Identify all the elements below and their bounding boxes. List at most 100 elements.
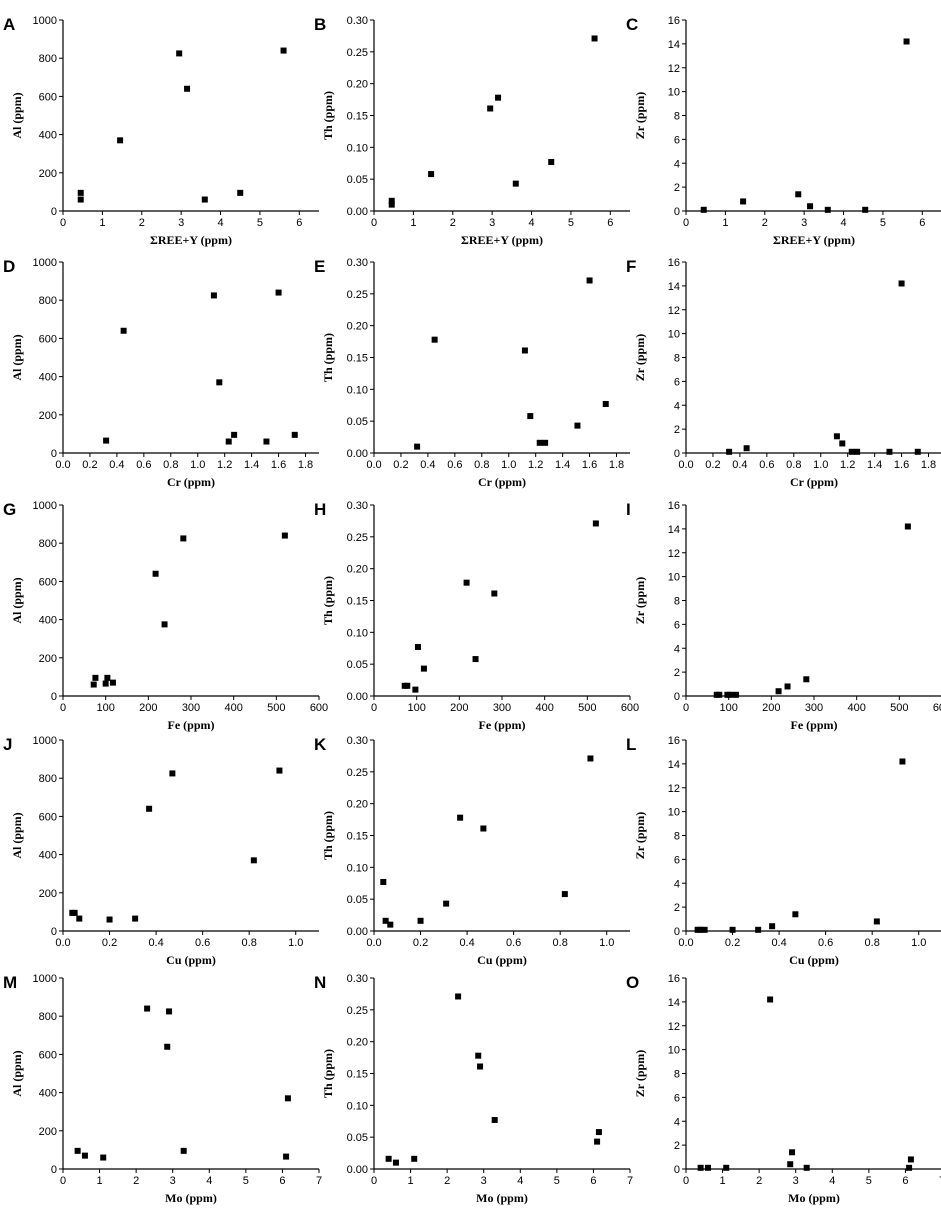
x-tick-label: 1.0 [599, 937, 614, 949]
y-tick-label: 0.15 [347, 831, 368, 843]
x-tick-label: 1.8 [298, 459, 313, 471]
y-tick-label: 6 [674, 376, 680, 388]
x-tick-label: 1.2 [528, 459, 543, 471]
x-tick-label: 0.8 [474, 459, 489, 471]
y-tick-label: 0.30 [347, 257, 368, 269]
data-point [696, 926, 703, 933]
x-tick-label: 600 [621, 702, 639, 714]
x-tick-label: 3 [801, 217, 807, 229]
data-point [146, 805, 153, 812]
y-tick-label: 2 [674, 667, 680, 679]
data-point [102, 680, 109, 687]
x-tick-label: 0 [371, 217, 377, 229]
data-point [388, 197, 395, 204]
x-tick-label: 1 [97, 1175, 103, 1187]
panel-g: G 0 100 200 300 400 500 600 0 200 400 600 800 1000 Fe … [3, 500, 328, 732]
data-point [487, 105, 494, 112]
x-tick-label: 0.4 [459, 937, 474, 949]
y-tick-label: 0 [51, 1164, 57, 1176]
x-tick-label: 1 [99, 217, 105, 229]
x-tick-label: 0.0 [55, 937, 70, 949]
y-tick-label: 0.20 [347, 79, 368, 91]
y-tick-label: 0 [674, 206, 680, 218]
x-tick-label: 0 [60, 217, 66, 229]
x-axis-title: Fe (ppm) [479, 718, 526, 732]
y-tick-label: 600 [39, 811, 57, 823]
y-tick-label: 0.10 [347, 627, 368, 639]
data-point [280, 47, 287, 54]
x-tick-label: 1.0 [288, 937, 303, 949]
data-point [74, 1147, 81, 1154]
panel-h: H 0 100 200 300 400 500 600 0.00 0.05 0.10 0.15 0.20… [314, 500, 639, 732]
y-tick-label: 0.05 [347, 659, 368, 671]
x-tick-label: 100 [407, 702, 425, 714]
x-tick-label: 0 [683, 217, 689, 229]
data-point [904, 523, 911, 530]
data-point [898, 280, 905, 287]
y-tick-label: 400 [39, 130, 57, 142]
x-tick-label: 1.0 [190, 459, 205, 471]
panel-letter-a: A [3, 15, 15, 34]
panel-letter-j: J [3, 735, 12, 754]
data-point [385, 1155, 392, 1162]
panel-letter-h: H [314, 500, 326, 519]
x-tick-label: 6 [279, 1175, 285, 1187]
x-tick-label: 0.4 [148, 937, 163, 949]
y-tick-label: 10 [668, 87, 680, 99]
data-point [716, 691, 723, 698]
x-tick-label: 0.4 [732, 459, 747, 471]
data-point [743, 445, 750, 452]
x-tick-label: 400 [847, 702, 865, 714]
data-point [404, 682, 411, 689]
x-tick-label: 1.6 [271, 459, 286, 471]
y-tick-label: 8 [674, 353, 680, 365]
data-point [854, 448, 861, 455]
data-point [76, 915, 83, 922]
y-tick-label: 0.25 [347, 767, 368, 779]
y-axis-title: Al (ppm) [10, 812, 24, 858]
data-point [231, 431, 238, 438]
y-tick-label: 1000 [33, 735, 57, 747]
y-axis-title: Th (ppm) [321, 576, 335, 625]
data-point [587, 755, 594, 762]
data-point [775, 688, 782, 695]
y-tick-label: 200 [39, 888, 57, 900]
x-tick-label: 0.8 [786, 459, 801, 471]
y-tick-label: 10 [668, 572, 680, 584]
y-tick-label: 12 [668, 548, 680, 560]
x-tick-label: 0.6 [447, 459, 462, 471]
y-tick-label: 8 [674, 111, 680, 123]
y-tick-label: 0.10 [347, 1100, 368, 1112]
x-tick-label: 1.4 [867, 459, 882, 471]
data-point [463, 579, 470, 586]
y-tick-label: 16 [668, 257, 680, 269]
y-tick-label: 0.20 [347, 1037, 368, 1049]
data-point [387, 921, 394, 928]
x-tick-label: 100 [96, 702, 114, 714]
x-tick-label: 0.0 [55, 459, 70, 471]
x-tick-label: 2 [139, 217, 145, 229]
x-tick-label: 7 [316, 1175, 322, 1187]
data-point [903, 38, 910, 45]
y-tick-label: 4 [674, 643, 680, 655]
data-point [527, 413, 534, 420]
x-tick-label: 6 [296, 217, 302, 229]
y-tick-label: 8 [674, 596, 680, 608]
x-tick-label: 3 [481, 1175, 487, 1187]
data-point [120, 327, 127, 334]
data-point [164, 1043, 171, 1050]
x-tick-label: 1 [408, 1175, 414, 1187]
data-point [225, 438, 232, 445]
data-point [726, 448, 733, 455]
y-axis-title: Zr (ppm) [633, 577, 647, 624]
y-tick-label: 200 [39, 410, 57, 422]
data-point [71, 909, 78, 916]
y-tick-label: 800 [39, 773, 57, 785]
x-tick-label: 500 [578, 702, 596, 714]
y-tick-label: 16 [668, 500, 680, 512]
panel-letter-d: D [3, 257, 15, 276]
data-point [180, 1147, 187, 1154]
y-tick-label: 0.25 [347, 289, 368, 301]
x-tick-label: 1.8 [609, 459, 624, 471]
